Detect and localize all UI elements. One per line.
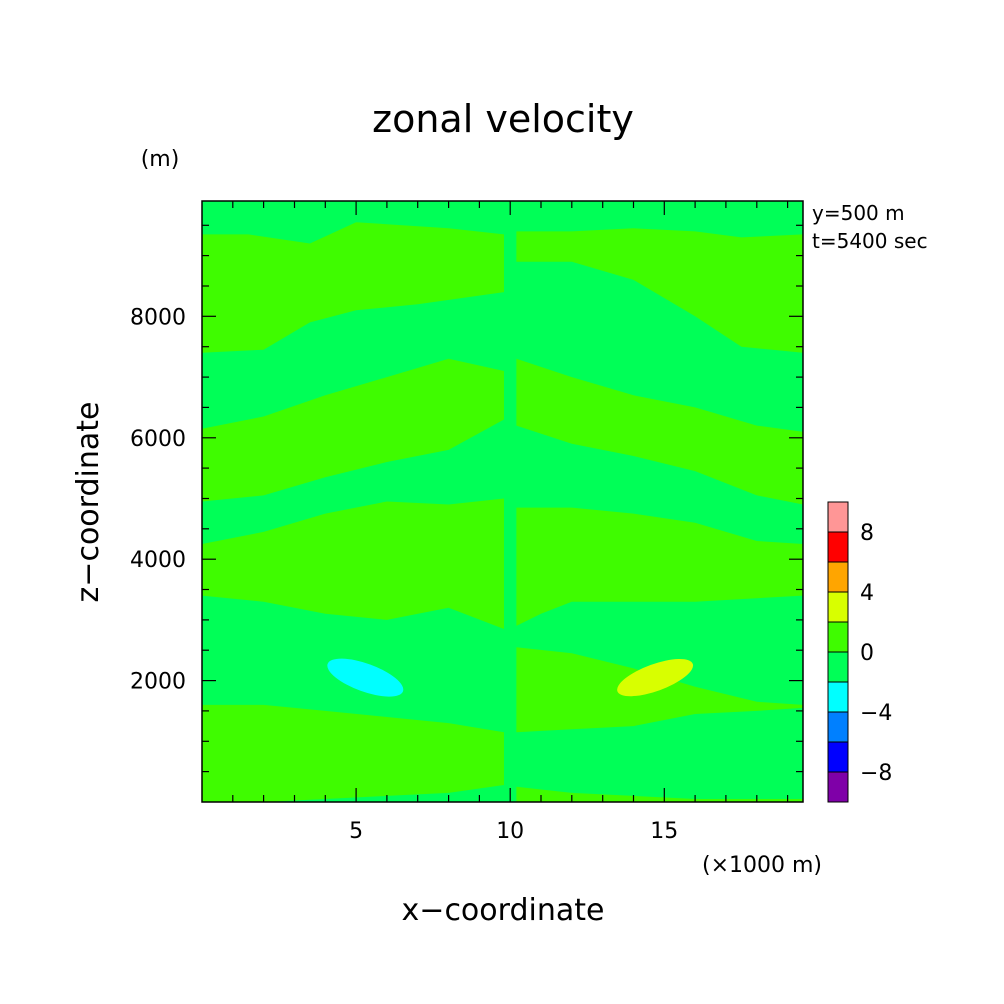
contour-cells xyxy=(327,658,694,697)
colorbar-tick-label: 4 xyxy=(860,581,874,606)
colorbar-segment-1 xyxy=(827,741,849,773)
colorbar-tick-label: −8 xyxy=(860,761,892,786)
colorbar-tick-label: −4 xyxy=(860,701,892,726)
plot-frame xyxy=(201,200,804,803)
x-tick-label: 5 xyxy=(349,819,363,844)
axis-tick-labels: 5 10 15 2000 4000 6000 8000 xyxy=(130,305,678,844)
colorbar-segment-9 xyxy=(827,501,849,533)
contour-band-5-right xyxy=(516,786,803,802)
contour-band-2-left xyxy=(202,358,504,502)
colorbar-tick-label: 8 xyxy=(860,521,874,546)
x-axis-label: x−coordinate xyxy=(402,893,605,928)
colorbar-segment-7 xyxy=(827,561,849,593)
y-tick-label: 2000 xyxy=(130,670,186,695)
y-tick-label: 4000 xyxy=(130,548,186,573)
chart-title: zonal velocity xyxy=(372,97,634,141)
y-unit-label: (m) xyxy=(141,147,180,172)
contour-cell-2 xyxy=(617,658,694,697)
x-unit-label: (×1000 m) xyxy=(702,853,822,878)
colorbar-segment-4 xyxy=(827,651,849,683)
colorbar-tick-label: 0 xyxy=(860,641,874,666)
colorbar-segment-6 xyxy=(827,591,849,623)
annotation-y: y=500 m xyxy=(812,201,905,225)
x-tick-label: 15 xyxy=(650,819,678,844)
colorbar-segment-5 xyxy=(827,621,849,653)
plot-area xyxy=(202,201,803,802)
contour-band-2-right xyxy=(516,358,803,505)
y-axis-label: z−coordinate xyxy=(71,402,106,603)
y-tick-label: 6000 xyxy=(130,427,186,452)
colorbar-segment-0 xyxy=(827,771,849,803)
contour-band-3-right xyxy=(516,507,803,626)
annotation-t: t=5400 sec xyxy=(812,229,928,253)
contour-band-3-left xyxy=(202,498,504,629)
y-tick-label: 8000 xyxy=(130,305,186,330)
contour-band-1-left xyxy=(202,222,504,353)
contour-band-1-right xyxy=(516,228,803,353)
contour-band-4-left xyxy=(202,704,504,802)
contour-cell-1 xyxy=(327,658,404,697)
colorbar-segment-2 xyxy=(827,711,849,743)
x-tick-label: 10 xyxy=(496,819,524,844)
colorbar-segment-8 xyxy=(827,531,849,563)
colorbar: −8 −4 0 4 8 xyxy=(827,501,892,803)
axis-ticks xyxy=(202,201,803,802)
colorbar-segment-3 xyxy=(827,681,849,713)
